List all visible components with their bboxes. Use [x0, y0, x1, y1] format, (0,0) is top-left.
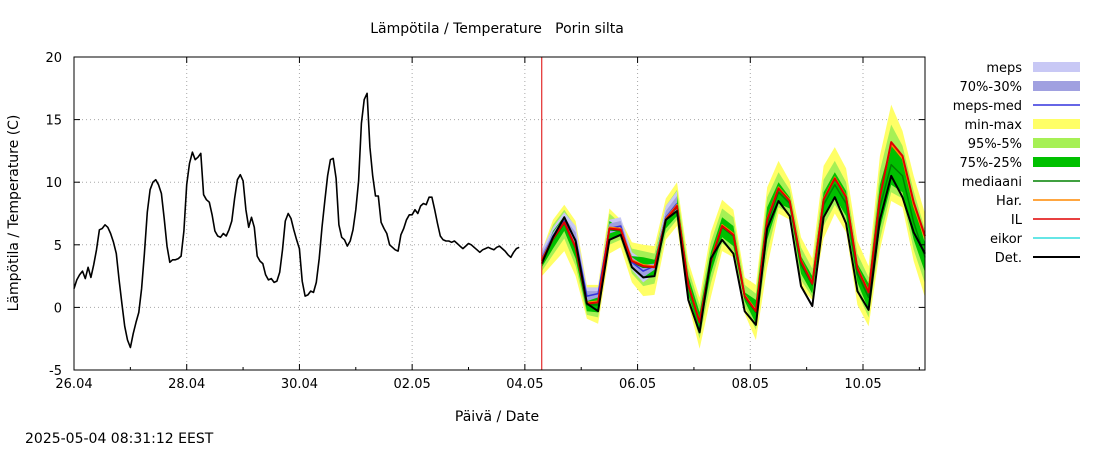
axis-ticks: -5 0 5 10 15 20 26.04 28.04 30.04 02.05 04.05 06.05…	[45, 51, 925, 392]
y-tick-label: 0	[54, 301, 62, 316]
legend-label: 95%-5%	[968, 137, 1022, 152]
x-tick-label: 06.05	[619, 377, 656, 392]
x-axis-label: Päivä / Date	[455, 409, 539, 425]
legend-label: 70%-30%	[960, 80, 1022, 95]
forecast-line-det-	[540, 174, 926, 334]
x-tick-label: 30.04	[281, 377, 318, 392]
x-tick-label: 10.05	[844, 377, 881, 392]
forecast-line-il	[540, 141, 926, 324]
legend-swatch	[1033, 62, 1080, 72]
legend-swatch	[1033, 81, 1080, 91]
x-tick-label: 08.05	[732, 377, 769, 392]
band-70-30-	[541, 196, 677, 302]
plot-frame	[73, 56, 926, 371]
chart-title: Lämpötila / Temperature Porin silta	[370, 21, 624, 37]
legend-label: eikor	[990, 232, 1023, 247]
x-tick-label: 02.05	[394, 377, 431, 392]
y-tick-label: 15	[45, 114, 62, 129]
y-tick-label: 10	[45, 176, 62, 191]
legend: meps 70%-30% meps-med min-max 95%-5% 75%-25% m…	[953, 61, 1080, 266]
legend-label: meps	[986, 61, 1022, 76]
legend-swatch	[1033, 119, 1080, 129]
x-tick-label: 28.04	[168, 377, 205, 392]
x-tick-label: 26.04	[55, 377, 92, 392]
x-tick-label: 04.05	[506, 377, 543, 392]
timestamp: 2025-05-04 08:31:12 EEST	[25, 431, 214, 447]
y-tick-label: 20	[45, 51, 62, 66]
series-lines	[73, 92, 926, 349]
legend-label: min-max	[964, 118, 1022, 133]
legend-label: meps-med	[953, 99, 1022, 114]
y-tick-label: -5	[49, 364, 62, 379]
legend-label: Har.	[996, 194, 1022, 209]
observed-line	[73, 92, 520, 349]
legend-label: IL	[1011, 213, 1023, 228]
legend-label: Det.	[995, 251, 1022, 266]
legend-swatch	[1033, 157, 1080, 167]
y-tick-label: 5	[54, 239, 62, 254]
legend-swatch	[1033, 138, 1080, 148]
legend-label: 75%-25%	[960, 156, 1022, 171]
y-axis-label: Lämpötila / Temperature (C)	[6, 115, 22, 312]
legend-label: mediaani	[962, 175, 1022, 190]
